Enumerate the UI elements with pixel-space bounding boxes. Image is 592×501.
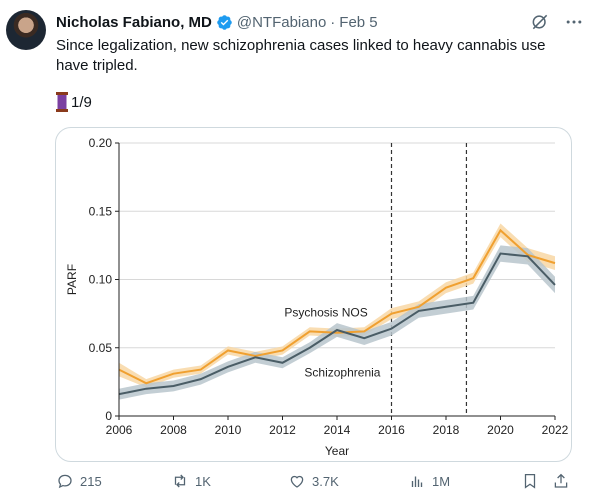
share-icon bbox=[554, 473, 568, 488]
x-tick-label-8: 2022 bbox=[542, 423, 569, 437]
like-count: 3.7K bbox=[312, 473, 339, 489]
post-header: Nicholas Fabiano, MD @NTFabiano · Feb 5 bbox=[56, 12, 584, 32]
repost-count: 1K bbox=[195, 473, 211, 489]
line-chart: Psychosis NOS Schizophrenia 0 0.05 0.10 0.15 0… bbox=[65, 136, 569, 458]
x-tick-label-2: 2010 bbox=[215, 423, 242, 437]
post-date[interactable]: Feb 5 bbox=[339, 13, 378, 31]
author-handle[interactable]: @NTFabiano bbox=[236, 13, 327, 31]
thread-count: 1/9 bbox=[71, 93, 92, 111]
x-tick-label-5: 2016 bbox=[378, 423, 405, 437]
author-avatar[interactable] bbox=[6, 10, 46, 50]
x-tick-label-4: 2014 bbox=[324, 423, 351, 437]
y-tick-label-2: 0.10 bbox=[89, 273, 113, 287]
x-tick-label-0: 2006 bbox=[106, 423, 133, 437]
repost-icon bbox=[174, 474, 186, 488]
verified-badge-icon bbox=[217, 14, 232, 30]
series-0-line bbox=[118, 228, 556, 385]
series-1-band bbox=[119, 245, 555, 400]
y-tick-label-1: 0.05 bbox=[89, 341, 113, 355]
y-axis-label: PARF bbox=[65, 264, 79, 295]
author-name[interactable]: Nicholas Fabiano, MD bbox=[56, 13, 212, 31]
like-button[interactable]: 3.7K bbox=[288, 472, 339, 490]
bookmark-button[interactable] bbox=[521, 472, 539, 490]
series-0-label: Psychosis NOS bbox=[284, 305, 367, 319]
share-button[interactable] bbox=[552, 472, 570, 490]
y-tick-label-4: 0.20 bbox=[89, 136, 113, 150]
x-tick-label-3: 2012 bbox=[269, 423, 296, 437]
separator-dot: · bbox=[330, 13, 336, 31]
series-0-band bbox=[119, 223, 555, 388]
series-1-label: Schizophrenia bbox=[304, 365, 380, 379]
thread-indicator: 1/9 bbox=[56, 92, 92, 112]
x-tick-label-7: 2020 bbox=[487, 423, 514, 437]
post-text: Since legalization, new schizophrenia ca… bbox=[56, 37, 546, 74]
analytics-icon bbox=[411, 476, 423, 487]
action-bar: 215 1K 3.7K 1M bbox=[56, 472, 576, 496]
reply-button[interactable]: 215 bbox=[56, 472, 102, 490]
x-tick-label-1: 2008 bbox=[160, 423, 187, 437]
more-icon[interactable] bbox=[564, 12, 584, 32]
y-tick-label-3: 0.15 bbox=[89, 204, 113, 218]
x-axis-label: Year bbox=[325, 444, 349, 458]
chart-image-card[interactable]: Psychosis NOS Schizophrenia 0 0.05 0.10 0.15 0… bbox=[55, 127, 572, 462]
repost-button[interactable]: 1K bbox=[171, 472, 211, 490]
views-count: 1M bbox=[432, 473, 451, 489]
bookmark-icon bbox=[524, 473, 536, 489]
heart-icon bbox=[290, 475, 304, 488]
grok-icon[interactable] bbox=[530, 12, 550, 32]
reply-icon bbox=[58, 474, 72, 489]
views-button[interactable]: 1M bbox=[408, 472, 450, 490]
reply-count: 215 bbox=[80, 473, 102, 489]
y-tick-label-0: 0 bbox=[105, 409, 112, 423]
x-tick-label-6: 2018 bbox=[433, 423, 460, 437]
series-1-line bbox=[118, 252, 556, 396]
spool-of-thread-icon bbox=[56, 92, 68, 112]
